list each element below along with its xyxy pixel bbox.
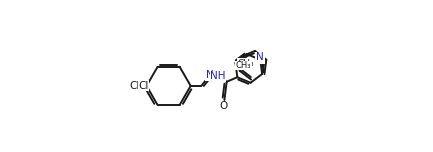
- Text: NH: NH: [210, 71, 226, 81]
- Text: CH₃: CH₃: [236, 61, 251, 70]
- Text: N: N: [255, 52, 263, 62]
- Text: N: N: [256, 53, 264, 63]
- Text: Cl: Cl: [129, 81, 140, 91]
- Text: N: N: [206, 70, 213, 80]
- Text: Cl: Cl: [139, 81, 149, 91]
- Text: O: O: [220, 101, 228, 111]
- Text: CH₃: CH₃: [237, 59, 254, 68]
